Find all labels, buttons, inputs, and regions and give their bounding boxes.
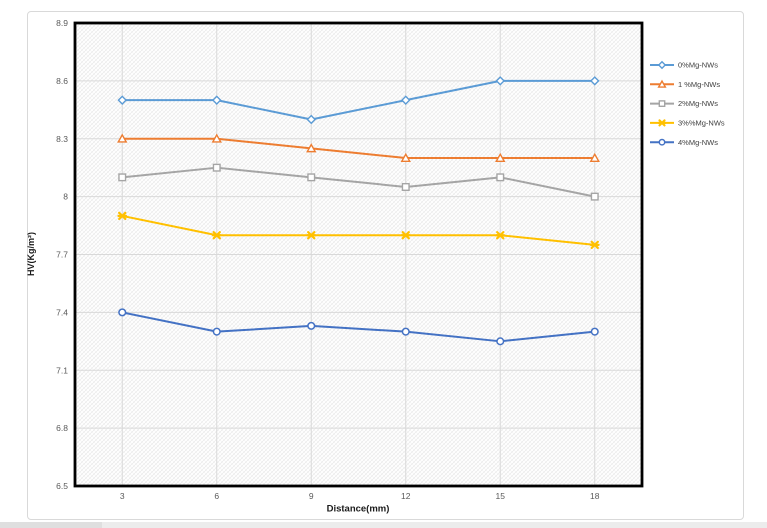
series-marker-diamond — [306, 114, 317, 125]
series-marker-circle — [496, 337, 505, 346]
legend-item: 2%Mg-NWs — [650, 99, 718, 108]
series-3%%Mg-NWs — [117, 211, 600, 250]
legend-item-label: 2%Mg-NWs — [678, 99, 718, 108]
y-tick-label: 8.9 — [56, 18, 68, 28]
series-marker-asterisk — [495, 231, 506, 240]
series-marker-square — [496, 173, 505, 182]
series-marker-circle — [658, 138, 666, 146]
series-marker-asterisk — [306, 231, 317, 240]
series-marker-triangle — [495, 152, 506, 162]
y-tick-label: 8.6 — [56, 76, 68, 86]
series-marker-square — [118, 173, 127, 182]
series-line — [122, 214, 595, 246]
y-tick-label: 8.3 — [56, 134, 68, 144]
series-0%Mg-NWs — [117, 76, 600, 125]
series-marker-triangle — [306, 143, 317, 153]
x-tick-label: 9 — [309, 491, 314, 501]
x-tick-label: 12 — [401, 491, 411, 501]
series-marker-square — [590, 192, 599, 201]
series-marker-square — [212, 163, 221, 172]
legend-item: 3%%Mg-NWs — [650, 119, 725, 128]
window-bottom-strip — [0, 522, 767, 528]
series-marker-triangle — [211, 133, 222, 143]
series-marker-circle — [401, 327, 410, 336]
x-tick-label: 3 — [120, 491, 125, 501]
series-marker-asterisk — [589, 240, 600, 250]
series-marker-diamond — [211, 95, 222, 105]
y-tick-label: 8 — [63, 192, 68, 202]
series-marker-asterisk — [657, 119, 667, 127]
series-line — [122, 166, 595, 198]
legend-item-label: 1 %Mg-NWs — [678, 80, 720, 89]
legend-item: 1 %Mg-NWs — [650, 79, 720, 89]
series-marker-diamond — [657, 60, 667, 70]
series-line — [122, 79, 595, 121]
series-marker-diamond — [495, 76, 506, 86]
series-marker-triangle — [117, 133, 128, 143]
series-marker-circle — [590, 327, 599, 336]
window-bottom-strip-segment — [0, 522, 102, 528]
series-marker-square — [658, 100, 666, 108]
legend-item: 4%Mg-NWs — [650, 138, 718, 147]
x-tick-label: 15 — [496, 491, 506, 501]
series-marker-diamond — [117, 95, 128, 105]
series-marker-triangle — [400, 152, 411, 162]
series-marker-asterisk — [117, 211, 128, 221]
series-marker-diamond — [400, 95, 411, 105]
series-line — [122, 137, 595, 160]
x-tick-label: 6 — [214, 491, 219, 501]
series-marker-circle — [212, 327, 221, 336]
series-line — [122, 311, 595, 343]
series-marker-asterisk — [400, 231, 411, 240]
y-tick-label: 7.7 — [56, 250, 68, 260]
series-marker-circle — [307, 321, 316, 330]
y-tick-label: 7.1 — [56, 365, 68, 375]
legend-item-label: 4%Mg-NWs — [678, 138, 718, 147]
series-marker-square — [307, 173, 316, 182]
y-tick-label: 6.8 — [56, 423, 68, 433]
y-tick-label: 7.4 — [56, 307, 68, 317]
x-tick-label: 18 — [590, 491, 600, 501]
y-axis-title: HV(Kg/m²) — [26, 232, 36, 276]
y-tick-label: 6.5 — [56, 481, 68, 491]
series-marker-square — [401, 182, 410, 191]
series-marker-asterisk — [211, 231, 222, 240]
series-marker-circle — [118, 308, 127, 317]
legend: 0%Mg-NWs 1 %Mg-NWs 2%Mg-NWs 3%%Mg-NWs 4%Mg-N… — [650, 61, 725, 147]
series-marker-diamond — [589, 76, 600, 86]
series-4%Mg-NWs — [118, 308, 599, 346]
series-1 %Mg-NWs — [117, 133, 600, 162]
x-axis-title: Distance(mm) — [326, 503, 390, 515]
series-marker-triangle — [657, 79, 667, 88]
legend-item-label: 0%Mg-NWs — [678, 61, 718, 70]
legend-item-label: 3%%Mg-NWs — [678, 119, 725, 128]
series-marker-triangle — [589, 152, 600, 162]
plot-border — [73, 21, 644, 488]
series-2%Mg-NWs — [118, 163, 599, 201]
legend-item: 0%Mg-NWs — [650, 61, 718, 70]
